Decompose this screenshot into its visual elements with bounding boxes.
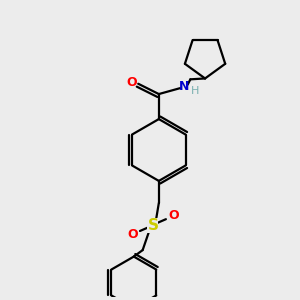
Text: H: H [191, 85, 200, 95]
Text: N: N [179, 80, 189, 94]
Text: O: O [168, 209, 179, 222]
Text: O: O [127, 228, 138, 241]
Text: O: O [126, 76, 137, 89]
Text: S: S [147, 218, 158, 232]
